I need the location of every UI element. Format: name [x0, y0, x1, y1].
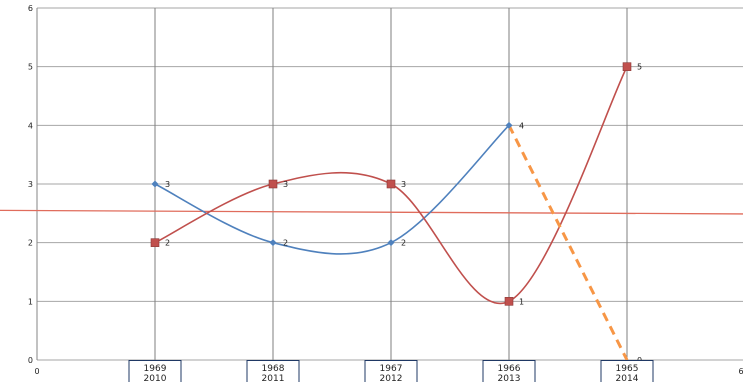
y-tick-label: 2 [28, 239, 33, 248]
category-label: 2014 [616, 374, 639, 382]
y-tick-label: 0 [28, 356, 33, 365]
category-label: 1966 [498, 364, 521, 374]
category-label: 1969 [144, 364, 167, 374]
data-label: 2 [165, 239, 170, 248]
data-label: 3 [283, 180, 288, 189]
series-0-marker [269, 239, 277, 247]
x-tick-label: 0 [34, 367, 39, 376]
category-label: 1965 [616, 364, 639, 374]
category-box-border [600, 360, 654, 382]
category-label: 1968 [262, 364, 285, 374]
category-label: 2010 [144, 374, 167, 382]
data-label: 3 [165, 180, 170, 189]
series-2-line [507, 124, 629, 361]
y-tick-label: 4 [28, 121, 33, 130]
data-label: 2 [283, 239, 288, 248]
series-1-marker [504, 297, 514, 306]
x-tick-label: 6 [738, 367, 743, 376]
data-label: 4 [519, 121, 524, 130]
y-tick-label: 6 [28, 4, 33, 13]
category-box-border [246, 360, 300, 382]
reference-line [0, 209, 743, 215]
series-1-marker [622, 62, 632, 71]
category-label: 1967 [380, 364, 403, 374]
series-0-line [154, 124, 510, 255]
y-tick-label: 3 [28, 180, 33, 189]
series-1-marker [268, 179, 278, 189]
data-label: 5 [637, 63, 642, 72]
series-1-marker [150, 238, 160, 247]
series-0-marker [387, 239, 395, 247]
category-box-border [364, 360, 418, 382]
series-1-line [154, 66, 628, 305]
data-label: 2 [401, 239, 406, 248]
y-tick-label: 5 [28, 63, 33, 72]
series-0-marker [505, 121, 513, 129]
series-0-marker [151, 180, 159, 188]
category-label: 2012 [380, 374, 403, 382]
category-box-border [128, 360, 182, 382]
category-label: 2013 [498, 374, 521, 382]
data-label: 1 [519, 297, 524, 306]
series-1-marker [386, 179, 396, 189]
y-tick-label: 1 [28, 297, 33, 306]
category-label: 2011 [262, 374, 285, 382]
data-label: 3 [401, 180, 406, 189]
category-box-border [482, 360, 536, 382]
